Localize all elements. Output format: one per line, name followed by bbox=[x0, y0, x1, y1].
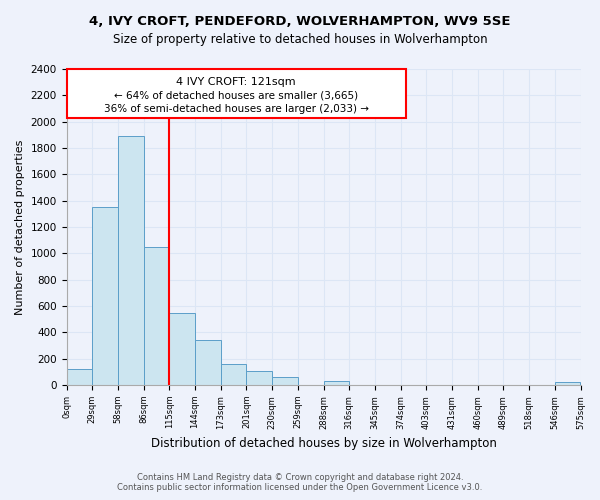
Text: ← 64% of detached houses are smaller (3,665): ← 64% of detached houses are smaller (3,… bbox=[114, 90, 358, 101]
Bar bbox=[195, 340, 221, 385]
FancyBboxPatch shape bbox=[67, 69, 406, 118]
Text: Size of property relative to detached houses in Wolverhampton: Size of property relative to detached ho… bbox=[113, 32, 487, 46]
Text: 36% of semi-detached houses are larger (2,033) →: 36% of semi-detached houses are larger (… bbox=[104, 104, 368, 114]
Bar bbox=[323, 381, 349, 385]
Bar bbox=[67, 368, 92, 385]
X-axis label: Distribution of detached houses by size in Wolverhampton: Distribution of detached houses by size … bbox=[151, 437, 496, 450]
Bar bbox=[118, 136, 143, 385]
Text: 4 IVY CROFT: 121sqm: 4 IVY CROFT: 121sqm bbox=[176, 77, 296, 87]
Y-axis label: Number of detached properties: Number of detached properties bbox=[15, 140, 25, 314]
Bar bbox=[169, 312, 195, 385]
Bar bbox=[555, 382, 580, 385]
Bar bbox=[92, 208, 118, 385]
Bar bbox=[143, 247, 169, 385]
Text: Contains HM Land Registry data © Crown copyright and database right 2024.
Contai: Contains HM Land Registry data © Crown c… bbox=[118, 473, 482, 492]
Bar bbox=[221, 364, 247, 385]
Text: 4, IVY CROFT, PENDEFORD, WOLVERHAMPTON, WV9 5SE: 4, IVY CROFT, PENDEFORD, WOLVERHAMPTON, … bbox=[89, 15, 511, 28]
Bar bbox=[247, 371, 272, 385]
Bar bbox=[272, 377, 298, 385]
